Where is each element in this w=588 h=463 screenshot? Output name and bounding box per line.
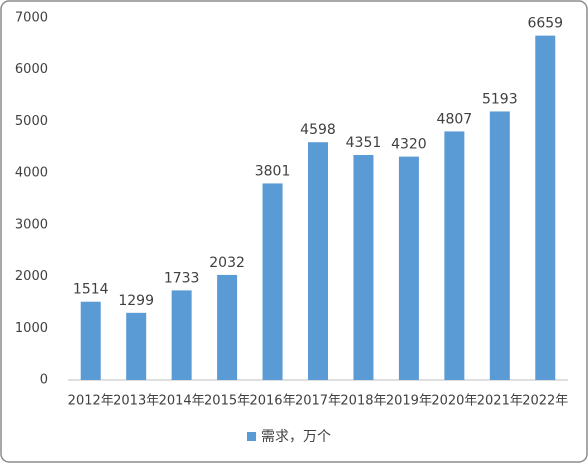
bar xyxy=(126,312,147,380)
bar xyxy=(535,35,556,380)
value-label: 1299 xyxy=(118,293,154,309)
value-label: 3801 xyxy=(255,163,291,179)
x-tick-label: 2012年 xyxy=(68,394,114,409)
value-label: 6659 xyxy=(527,16,563,32)
y-tick-label: 0 xyxy=(40,373,48,388)
y-tick-label: 2000 xyxy=(15,269,48,284)
y-tick-label: 1000 xyxy=(15,321,48,336)
x-tick-label: 2020年 xyxy=(431,394,477,409)
x-tick-label: 2022年 xyxy=(522,394,568,409)
x-tick-label: 2013年 xyxy=(113,394,159,409)
value-label: 1733 xyxy=(164,270,200,286)
bar xyxy=(353,154,374,380)
x-tick-label: 2019年 xyxy=(386,394,432,409)
x-tick-label: 2015年 xyxy=(204,394,250,409)
value-label: 5193 xyxy=(482,91,518,107)
value-label: 4598 xyxy=(300,122,336,138)
bar xyxy=(398,156,419,380)
y-tick-label: 6000 xyxy=(15,62,48,77)
y-tick-label: 3000 xyxy=(15,217,48,232)
x-tick-label: 2021年 xyxy=(477,394,523,409)
legend-label: 需求，万个 xyxy=(261,429,331,445)
x-tick-label: 2014年 xyxy=(159,394,205,409)
x-tick-label: 2017年 xyxy=(295,394,341,409)
bar xyxy=(80,301,101,380)
y-tick-label: 7000 xyxy=(15,11,48,26)
legend-swatch xyxy=(247,432,256,441)
bar xyxy=(262,183,283,380)
y-tick-label: 4000 xyxy=(15,166,48,181)
bar xyxy=(444,131,465,380)
x-tick-label: 2016年 xyxy=(249,394,295,409)
value-label: 4351 xyxy=(346,135,382,151)
bar xyxy=(171,290,192,380)
bar xyxy=(489,111,510,380)
value-label: 4320 xyxy=(391,137,427,153)
value-label: 1514 xyxy=(73,282,109,298)
x-tick-label: 2018年 xyxy=(340,394,386,409)
value-label: 2032 xyxy=(209,255,245,271)
value-label: 4807 xyxy=(437,111,473,127)
bar xyxy=(308,142,328,380)
y-tick-label: 5000 xyxy=(15,114,48,129)
bar xyxy=(217,274,238,380)
